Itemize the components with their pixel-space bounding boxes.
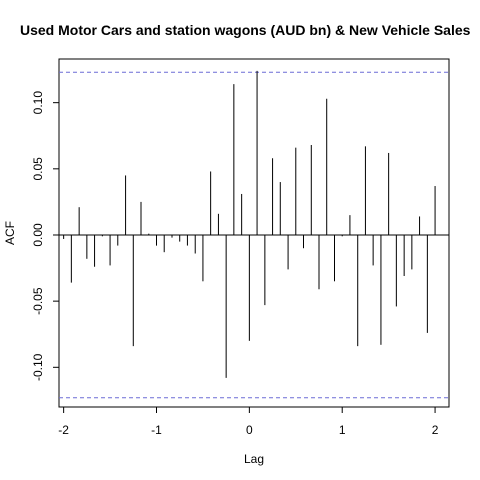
y-tick-label: 0.05 (31, 157, 45, 181)
y-tick-label: -0.10 (31, 353, 45, 381)
y-tick-label: 0.00 (31, 223, 45, 247)
x-axis-label: Lag (244, 452, 264, 466)
chart-title: Used Motor Cars and station wagons (AUD … (20, 22, 471, 38)
x-tick-label: -1 (151, 423, 162, 437)
plot-frame (58, 58, 450, 408)
y-axis: -0.10 -0.05 0.00 0.05 0.10 (31, 91, 59, 381)
x-tick-label: -2 (58, 423, 69, 437)
confidence-bounds (59, 71, 449, 399)
x-axis: -2 -1 0 1 2 (58, 407, 439, 437)
x-tick-label: 1 (339, 423, 346, 437)
x-tick-label: 0 (246, 423, 253, 437)
y-tick-label: 0.10 (31, 91, 45, 115)
y-axis-label: ACF (3, 221, 17, 245)
x-tick-label: 2 (432, 423, 439, 437)
acf-bars (63, 70, 436, 378)
y-tick-label: -0.05 (31, 287, 45, 315)
